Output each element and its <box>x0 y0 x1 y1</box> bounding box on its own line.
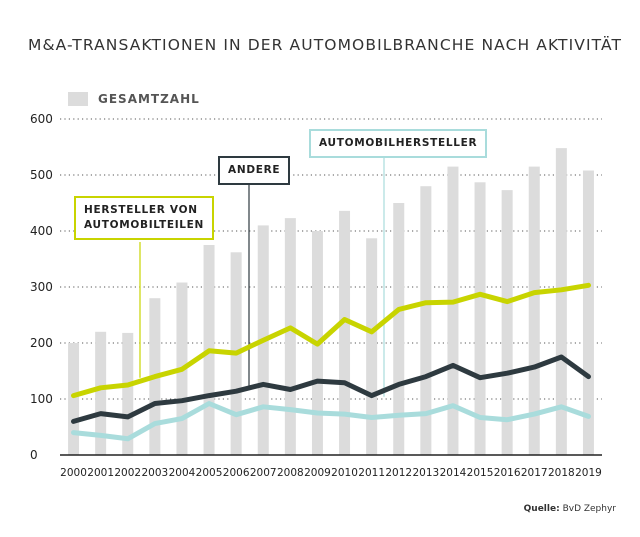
bar-2001 <box>95 331 107 455</box>
x-tick-label-2000: 2000 <box>60 467 87 479</box>
x-tick-label-2008: 2008 <box>277 467 304 479</box>
x-tick-label-2005: 2005 <box>196 467 223 479</box>
source-text: BvD Zephyr <box>562 504 616 514</box>
source-prefix: Quelle: <box>523 504 560 514</box>
chart-title: M&A-TRANSAKTIONEN IN DER AUTOMOBILBRANCH… <box>28 36 623 54</box>
x-tick-label-2019: 2019 <box>575 467 602 479</box>
x-tick-label-2003: 2003 <box>141 467 168 479</box>
bar-2013 <box>420 186 432 455</box>
legend-swatch-total <box>68 92 88 106</box>
x-tick-label-2016: 2016 <box>494 467 521 479</box>
bar-2014 <box>447 166 459 455</box>
x-tick-label-2006: 2006 <box>223 467 250 479</box>
callout-parts: HERSTELLER VON AUTOMOBILTEILEN <box>74 196 215 240</box>
x-tick-label-2015: 2015 <box>467 467 494 479</box>
bar-2017 <box>528 166 540 455</box>
y-tick-label-400: 400 <box>30 224 53 238</box>
callout-oem: AUTOMOBILHERSTELLER <box>309 129 488 158</box>
x-tick-label-2004: 2004 <box>169 467 196 479</box>
y-tick-label-100: 100 <box>30 392 53 406</box>
bar-2008 <box>284 218 296 455</box>
y-tick-label-200: 200 <box>30 336 53 350</box>
x-tick-label-2013: 2013 <box>412 467 439 479</box>
bar-2010 <box>339 210 351 455</box>
bar-2011 <box>366 238 378 455</box>
legend: GESAMTZAHL <box>68 92 200 106</box>
bar-2016 <box>501 190 513 455</box>
x-tick-label-2012: 2012 <box>385 467 412 479</box>
line-parts <box>71 282 591 399</box>
y-tick-label-0: 0 <box>30 448 38 462</box>
y-tick-label-600: 600 <box>30 112 53 126</box>
callout-other: ANDERE <box>218 156 291 185</box>
bar-2015 <box>474 182 486 455</box>
bar-2018 <box>555 148 567 455</box>
callout-parts-line1: HERSTELLER VON <box>84 204 198 216</box>
legend-label-total: GESAMTZAHL <box>98 92 200 106</box>
y-tick-label-300: 300 <box>30 280 53 294</box>
bar-2019 <box>582 170 594 455</box>
x-tick-label-2001: 2001 <box>87 467 114 479</box>
x-tick-label-2017: 2017 <box>521 467 548 479</box>
bar-2000 <box>68 343 80 455</box>
x-tick-label-2002: 2002 <box>114 467 141 479</box>
line-other <box>71 354 591 424</box>
x-tick-label-2009: 2009 <box>304 467 331 479</box>
x-tick-label-2018: 2018 <box>548 467 575 479</box>
line-oem <box>71 401 591 442</box>
bar-2012 <box>393 203 405 455</box>
bar-2002 <box>122 332 134 455</box>
x-tick-label-2011: 2011 <box>358 467 385 479</box>
y-tick-label-500: 500 <box>30 168 53 182</box>
x-tick-label-2010: 2010 <box>331 467 358 479</box>
callout-parts-line2: AUTOMOBILTEILEN <box>84 219 205 231</box>
source-note: Quelle: BvD Zephyr <box>524 504 616 514</box>
x-tick-label-2014: 2014 <box>440 467 467 479</box>
x-tick-label-2007: 2007 <box>250 467 277 479</box>
